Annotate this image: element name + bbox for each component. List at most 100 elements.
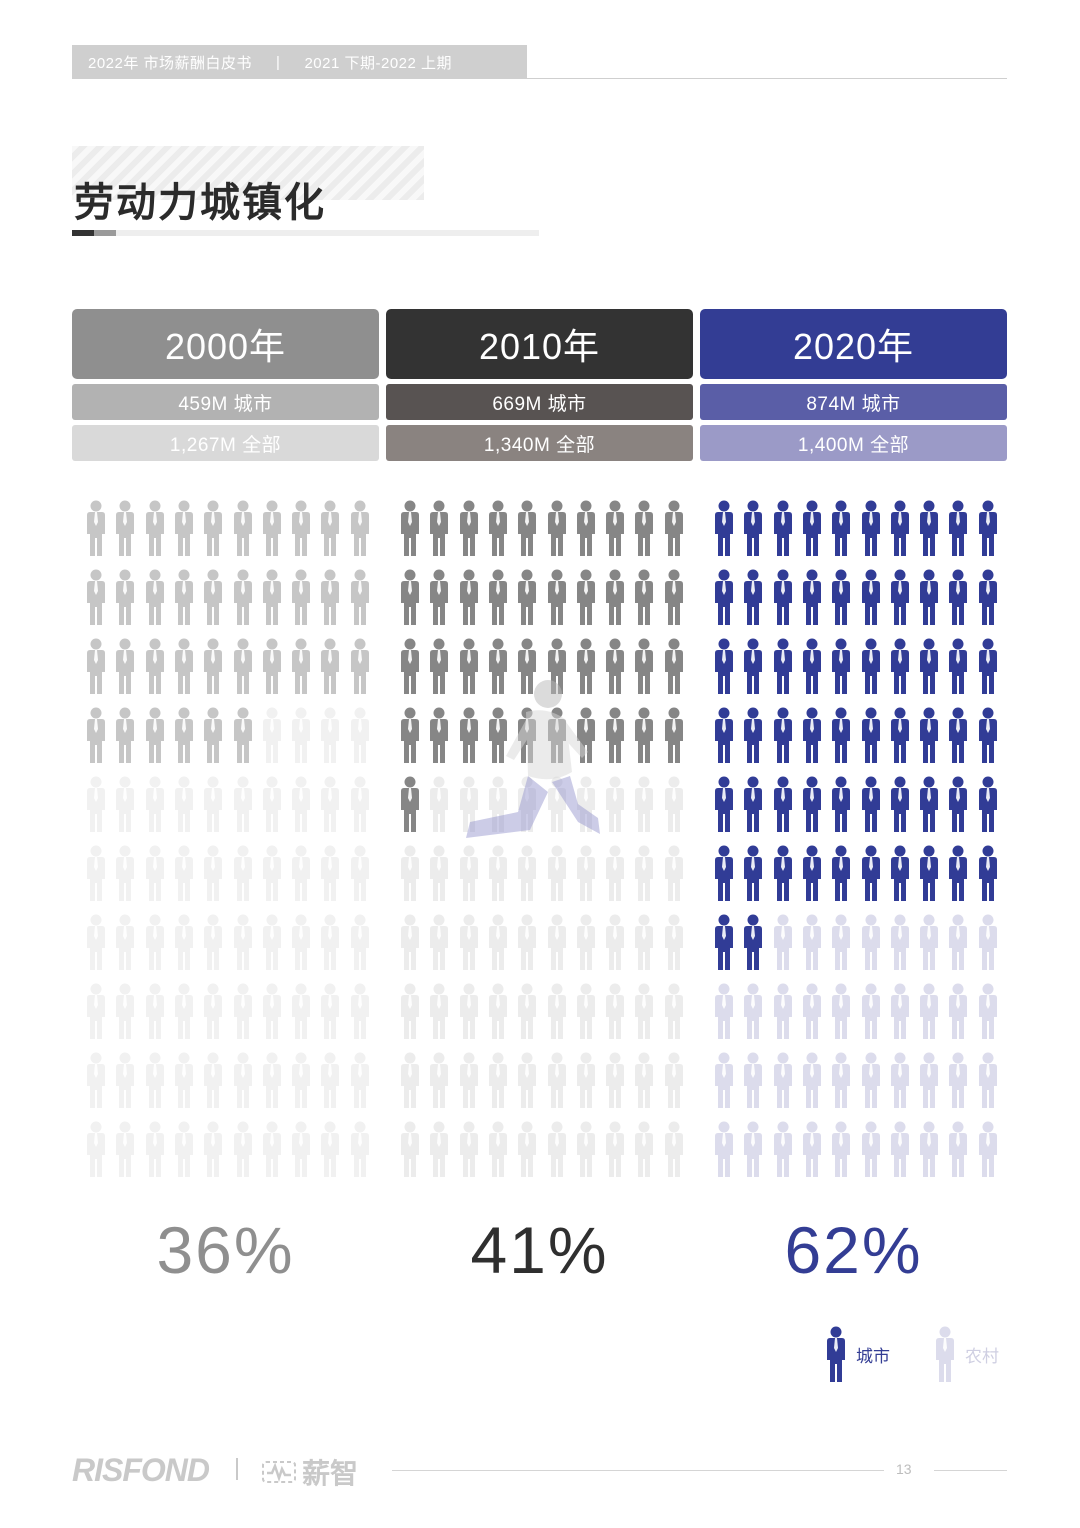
urban-person-icon [890, 569, 909, 625]
page-number: 13 [896, 1461, 912, 1477]
column-2010: 2010年 669M 城市 1,340M 全部 [386, 309, 693, 461]
urban-person-icon [802, 638, 821, 694]
risfond-logo: RISFOND [72, 1452, 210, 1488]
rural-person-icon [488, 845, 507, 901]
report-title: 2022年 市场薪酬白皮书 [88, 54, 253, 72]
urban-person-icon [606, 500, 625, 556]
rural-person-icon [430, 1121, 449, 1177]
rural-person-icon [459, 1121, 478, 1177]
rural-person-icon [802, 983, 821, 1039]
wave-logo-icon [262, 1461, 296, 1483]
urban-person-icon [606, 707, 625, 763]
urban-person-icon [890, 776, 909, 832]
rural-person-icon [262, 1052, 281, 1108]
rural-person-icon [832, 1052, 851, 1108]
rural-person-icon [204, 914, 223, 970]
report-header: 2022年 市场薪酬白皮书 | 2021 下期-2022 上期 [72, 45, 527, 79]
rural-person-icon [233, 776, 252, 832]
urban-person-icon [949, 569, 968, 625]
rural-person-icon [635, 1052, 654, 1108]
urban-person-icon [145, 569, 164, 625]
urban-person-icon [861, 776, 880, 832]
urban-person-icon [576, 569, 595, 625]
rural-person-icon [920, 914, 939, 970]
urban-person-icon [401, 569, 419, 625]
rural-person-icon [936, 1326, 954, 1382]
rural-person-icon [401, 1052, 419, 1108]
rural-person-icon [262, 776, 281, 832]
urban-person-icon [773, 500, 792, 556]
rural-person-icon [606, 914, 625, 970]
rural-person-icon [116, 845, 135, 901]
rural-person-icon [744, 1121, 763, 1177]
rural-person-icon [459, 776, 478, 832]
rural-person-icon [576, 1052, 595, 1108]
urban-person-icon [350, 638, 369, 694]
urban-person-icon [145, 638, 164, 694]
rural-person-icon [204, 776, 223, 832]
rural-person-icon [459, 1052, 478, 1108]
rural-person-icon [204, 845, 223, 901]
urban-person-icon [802, 707, 821, 763]
rural-person-icon [430, 914, 449, 970]
urban-person-icon [920, 776, 939, 832]
urban-person-icon [832, 776, 851, 832]
urban-person-icon [606, 569, 625, 625]
rural-person-icon [116, 1121, 135, 1177]
rural-person-icon [576, 1121, 595, 1177]
urban-person-icon [832, 845, 851, 901]
rural-person-icon [890, 1121, 909, 1177]
rural-person-icon [204, 983, 223, 1039]
urban-person-icon [488, 500, 507, 556]
rural-person-icon [459, 914, 478, 970]
urban-person-icon [262, 569, 281, 625]
total-count: 1,400M 全部 [700, 425, 1007, 461]
urban-person-icon [401, 500, 419, 556]
rural-person-icon [321, 845, 340, 901]
urban-person-icon [861, 569, 880, 625]
urban-person-icon [350, 569, 369, 625]
rural-person-icon [773, 1052, 792, 1108]
rural-person-icon [87, 776, 105, 832]
rural-person-icon [87, 845, 105, 901]
urban-person-icon [802, 776, 821, 832]
rural-person-icon [715, 1052, 733, 1108]
rural-person-icon [321, 1121, 340, 1177]
urban-person-icon [949, 707, 968, 763]
rural-person-icon [744, 1052, 763, 1108]
rural-person-icon [488, 914, 507, 970]
rural-person-icon [401, 983, 419, 1039]
page-title: 劳动力城镇化 [74, 181, 326, 225]
urban-person-icon [832, 569, 851, 625]
rural-person-icon [401, 914, 419, 970]
urban-person-icon [145, 500, 164, 556]
urban-person-icon [890, 638, 909, 694]
rural-person-icon [292, 845, 311, 901]
rural-person-icon [116, 776, 135, 832]
rural-person-icon [233, 983, 252, 1039]
rural-person-icon [145, 776, 164, 832]
rural-person-icon [890, 914, 909, 970]
legend-urban-label: 城市 [856, 1346, 890, 1366]
rural-person-icon [635, 776, 654, 832]
urban-person-icon [204, 707, 223, 763]
rural-person-icon [488, 1121, 507, 1177]
urban-person-icon [802, 569, 821, 625]
rural-person-icon [664, 1052, 683, 1108]
urban-count: 459M 城市 [72, 384, 379, 420]
urban-person-icon [920, 707, 939, 763]
urban-person-icon [430, 638, 449, 694]
urban-person-icon [715, 500, 733, 556]
legend-rural: 农村 [935, 1326, 999, 1382]
urban-percent-2010: 41% [470, 1213, 609, 1287]
urban-person-icon [459, 707, 478, 763]
rural-person-icon [518, 1052, 537, 1108]
rural-person-icon [233, 1121, 252, 1177]
rural-person-icon [802, 1052, 821, 1108]
rural-person-icon [606, 1052, 625, 1108]
urban-person-icon [204, 500, 223, 556]
urban-person-icon [744, 914, 763, 970]
urban-person-icon [827, 1326, 845, 1382]
total-count: 1,340M 全部 [386, 425, 693, 461]
rural-person-icon [321, 914, 340, 970]
